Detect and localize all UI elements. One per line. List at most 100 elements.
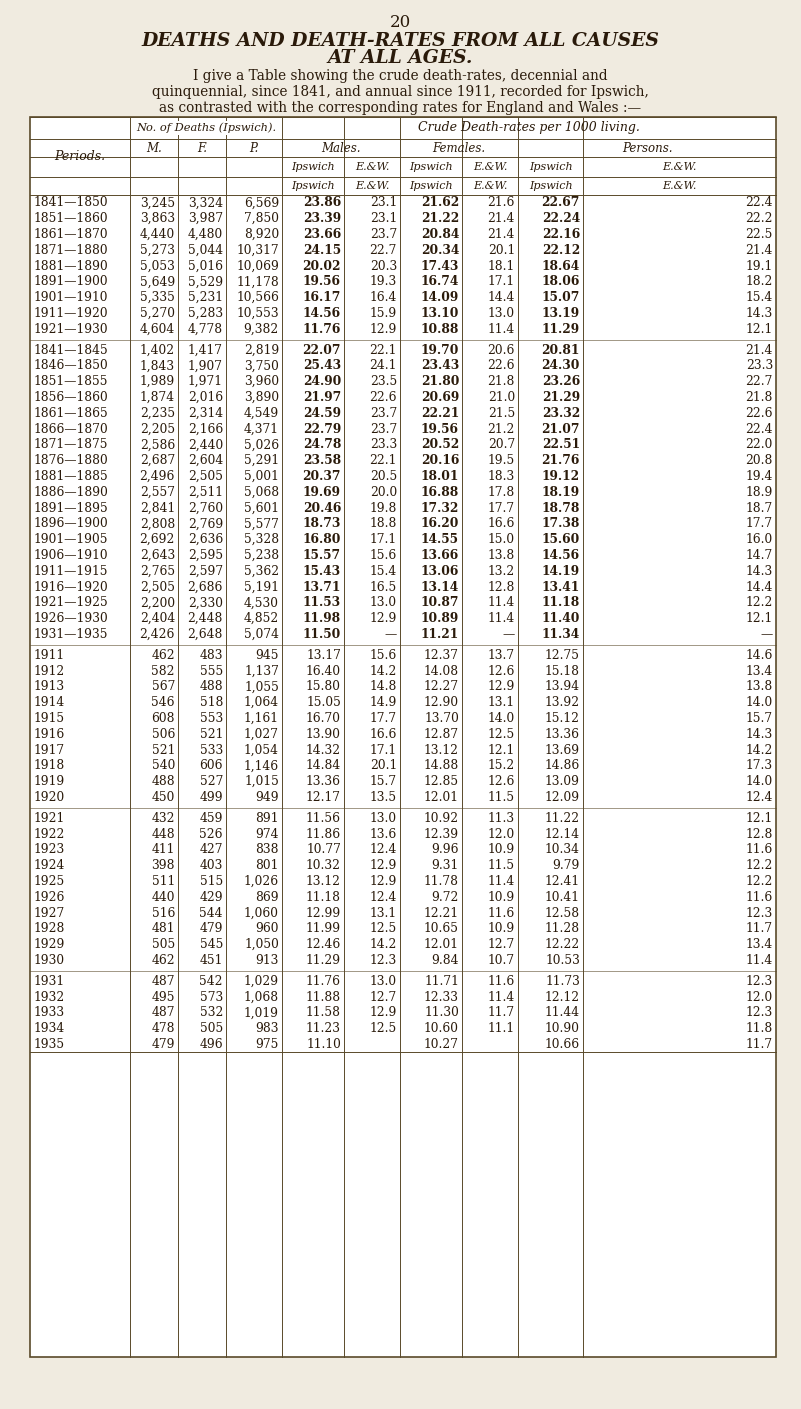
Text: 12.9: 12.9 [369, 1006, 397, 1019]
Text: 496: 496 [199, 1038, 223, 1051]
Text: 1871—1875: 1871—1875 [34, 438, 108, 451]
Text: 1,843: 1,843 [140, 359, 175, 372]
Text: 10.77: 10.77 [306, 844, 341, 857]
Text: 2,586: 2,586 [139, 438, 175, 451]
Text: 913: 913 [256, 954, 279, 967]
Text: 19.4: 19.4 [746, 471, 773, 483]
Text: 1841—1845: 1841—1845 [34, 344, 109, 356]
Text: 13.36: 13.36 [545, 728, 580, 741]
Text: 11.29: 11.29 [306, 954, 341, 967]
Text: 18.06: 18.06 [541, 275, 580, 289]
Text: 22.1: 22.1 [369, 454, 397, 468]
Text: No. of Deaths (Ipswichᵑ.: No. of Deaths (Ipswichᵑ. [138, 123, 274, 134]
Text: 8,920: 8,920 [244, 228, 279, 241]
Text: 801: 801 [256, 859, 279, 872]
Text: 13.5: 13.5 [370, 790, 397, 805]
Text: 5,273: 5,273 [140, 244, 175, 256]
Text: 17.1: 17.1 [488, 275, 515, 289]
Text: 1,971: 1,971 [188, 375, 223, 389]
Text: 22.5: 22.5 [746, 228, 773, 241]
Text: 21.6: 21.6 [488, 196, 515, 210]
Text: 481: 481 [151, 923, 175, 936]
Text: 974: 974 [256, 827, 279, 841]
Text: 12.3: 12.3 [370, 954, 397, 967]
Text: 12.21: 12.21 [424, 906, 459, 920]
Text: 18.7: 18.7 [746, 502, 773, 514]
Text: 19.56: 19.56 [303, 275, 341, 289]
Text: 516: 516 [151, 906, 175, 920]
Text: 5,016: 5,016 [188, 259, 223, 272]
Text: 22.7: 22.7 [369, 244, 397, 256]
Text: 20.16: 20.16 [421, 454, 459, 468]
Text: 14.7: 14.7 [746, 550, 773, 562]
Text: 12.8: 12.8 [488, 581, 515, 593]
Text: 11.6: 11.6 [746, 890, 773, 903]
Text: 22.6: 22.6 [488, 359, 515, 372]
Text: 12.9: 12.9 [369, 323, 397, 335]
Text: 2,166: 2,166 [187, 423, 223, 435]
Text: 17.8: 17.8 [488, 486, 515, 499]
Text: 4,852: 4,852 [244, 612, 279, 626]
Text: 545: 545 [199, 938, 223, 951]
Text: 17.7: 17.7 [370, 712, 397, 726]
Text: 14.32: 14.32 [306, 744, 341, 757]
Text: 15.7: 15.7 [370, 775, 397, 788]
Text: 21.4: 21.4 [746, 344, 773, 356]
Text: 2,686: 2,686 [187, 581, 223, 593]
Text: 5,601: 5,601 [244, 502, 279, 514]
Text: 21.97: 21.97 [303, 392, 341, 404]
Text: 411: 411 [151, 844, 175, 857]
Text: 9.96: 9.96 [432, 844, 459, 857]
Text: 1906—1910: 1906—1910 [34, 550, 109, 562]
Text: E.&W.: E.&W. [473, 162, 507, 172]
Text: 24.30: 24.30 [541, 359, 580, 372]
Text: 1919: 1919 [34, 775, 65, 788]
Text: 3,750: 3,750 [244, 359, 279, 372]
Text: 1925: 1925 [34, 875, 65, 888]
Text: 20.52: 20.52 [421, 438, 459, 451]
Text: No. of Deaths (Ipswich).: No. of Deaths (Ipswich). [136, 123, 276, 134]
Text: 9,382: 9,382 [244, 323, 279, 335]
Text: 13.12: 13.12 [306, 875, 341, 888]
Text: 1911—1915: 1911—1915 [34, 565, 108, 578]
Text: 20.81: 20.81 [541, 344, 580, 356]
Text: 12.1: 12.1 [746, 612, 773, 626]
Text: 15.05: 15.05 [306, 696, 341, 709]
Text: 12.0: 12.0 [488, 827, 515, 841]
Text: 12.7: 12.7 [488, 938, 515, 951]
Text: 12.4: 12.4 [369, 890, 397, 903]
Text: 2,557: 2,557 [140, 486, 175, 499]
Text: 19.3: 19.3 [370, 275, 397, 289]
Text: 24.1: 24.1 [369, 359, 397, 372]
Text: 13.4: 13.4 [746, 665, 773, 678]
Text: 14.19: 14.19 [541, 565, 580, 578]
Text: 1,146: 1,146 [244, 759, 279, 772]
Text: 12.9: 12.9 [369, 612, 397, 626]
Text: 20.69: 20.69 [421, 392, 459, 404]
Text: 542: 542 [199, 975, 223, 988]
Text: 23.66: 23.66 [303, 228, 341, 241]
Text: 10.53: 10.53 [545, 954, 580, 967]
Text: 1876—1880: 1876—1880 [34, 454, 109, 468]
Text: 15.2: 15.2 [488, 759, 515, 772]
Text: 19.1: 19.1 [746, 259, 773, 272]
Text: 13.71: 13.71 [303, 581, 341, 593]
Text: 11.76: 11.76 [306, 975, 341, 988]
Text: 448: 448 [151, 827, 175, 841]
Text: 5,026: 5,026 [244, 438, 279, 451]
Text: 499: 499 [199, 790, 223, 805]
Text: 12.58: 12.58 [545, 906, 580, 920]
Text: M.: M. [146, 141, 162, 155]
Text: 12.9: 12.9 [488, 681, 515, 693]
Text: 11.99: 11.99 [306, 923, 341, 936]
Text: 11,178: 11,178 [236, 275, 279, 289]
Text: 1,064: 1,064 [244, 696, 279, 709]
Text: 1934: 1934 [34, 1022, 65, 1036]
Text: 17.1: 17.1 [370, 533, 397, 547]
Text: 2,511: 2,511 [188, 486, 223, 499]
Text: 17.43: 17.43 [421, 259, 459, 272]
Text: 6,569: 6,569 [244, 196, 279, 210]
Text: 21.80: 21.80 [421, 375, 459, 389]
Text: 2,426: 2,426 [139, 628, 175, 641]
Text: 432: 432 [151, 812, 175, 824]
